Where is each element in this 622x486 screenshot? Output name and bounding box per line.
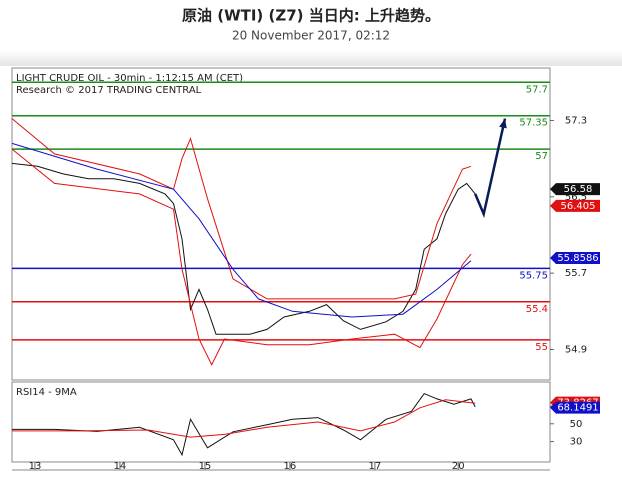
series-line: [11, 162, 476, 335]
title: 原油 (WTI) (Z7) 当日内: 上升趋势。: [182, 7, 440, 25]
series-line: [12, 399, 476, 438]
band: [0, 50, 622, 66]
level-label: 57: [535, 151, 548, 162]
panel-subtitle: Research © 2017 TRADING CENTRAL: [16, 85, 202, 96]
x-tick-label: 13: [29, 461, 42, 472]
series-line: [12, 392, 476, 457]
arrow-head: [499, 118, 507, 129]
x-tick-label: 14: [114, 461, 127, 472]
x-tick-label: 15: [199, 461, 212, 472]
x-tick-label: 16: [284, 461, 297, 472]
y-tick-label: 50: [570, 419, 583, 430]
y-tick-label: 55.7: [565, 268, 587, 279]
value-tag-label: 68.1491: [557, 403, 598, 414]
rsi-title: RSI14 - 9MA: [16, 387, 77, 398]
series-line: [11, 142, 472, 318]
value-tag-label: 56.405: [561, 201, 596, 212]
y-tick-label: 30: [570, 437, 583, 448]
value-tag-label: 56.58: [564, 184, 593, 195]
value-tag: [550, 199, 600, 212]
price-panel: [11, 67, 551, 381]
level-label: 57.35: [519, 118, 548, 129]
level-label: 55: [535, 342, 548, 353]
panel-title: LIGHT CRUDE OIL - 30min - 1:12:15 AM (CE…: [16, 73, 243, 84]
level-label: 55.4: [526, 304, 548, 315]
x-tick-label: 20: [452, 461, 465, 472]
value-tag-label: 55.8586: [557, 253, 598, 264]
value-tag: [550, 183, 600, 196]
y-tick-label: 57.3: [565, 115, 587, 126]
projection-arrow: [474, 118, 507, 219]
y-tick-label: 56.5: [565, 192, 587, 203]
value-tag: [550, 401, 600, 414]
subtitle: 20 November 2017, 02:12: [232, 29, 390, 43]
level-label: 55.75: [519, 270, 548, 281]
series-line: [11, 148, 472, 366]
y-tick-label: 54.9: [565, 344, 587, 355]
value-tag: [550, 252, 600, 265]
x-tick-label: 17: [369, 461, 382, 472]
level-label: 57.7: [526, 84, 548, 95]
